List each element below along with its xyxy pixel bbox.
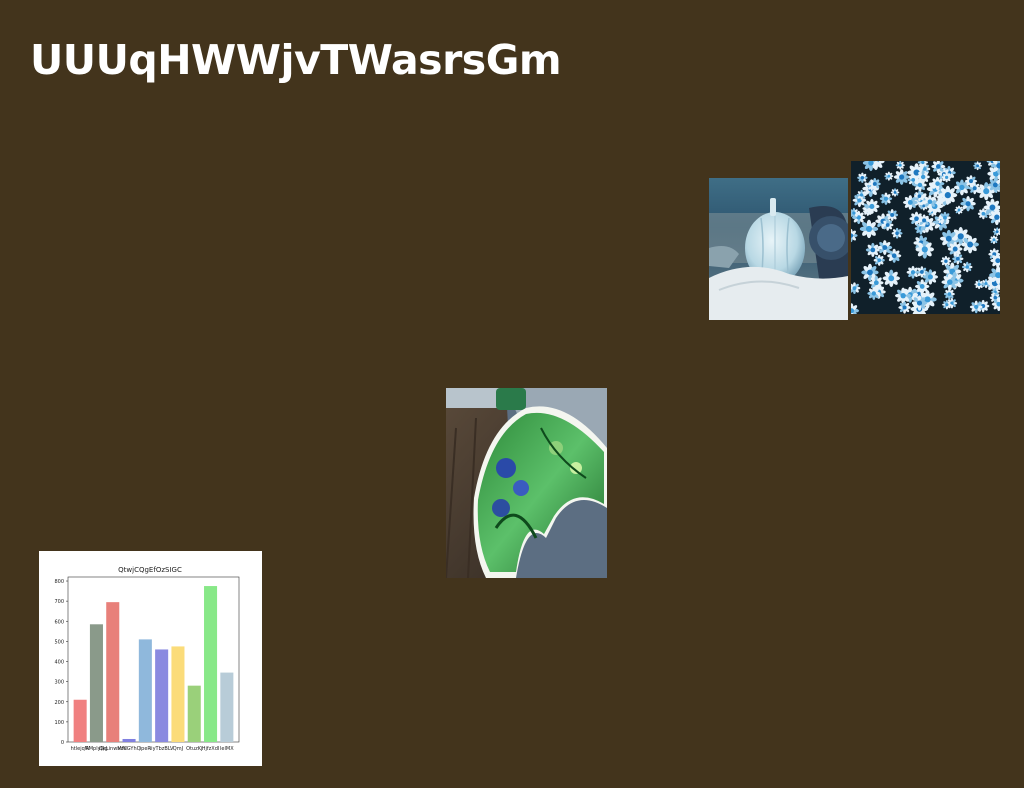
y-tick-label: 100	[54, 720, 64, 726]
chart-bar	[155, 649, 169, 742]
y-tick-label: 0	[61, 740, 64, 746]
chart-bar	[220, 672, 234, 742]
daisies-photo	[851, 161, 1000, 314]
chart-bar	[187, 685, 201, 742]
chart-title: QtwjCQgEfOzSIGC	[118, 566, 182, 574]
chart-bar	[171, 646, 185, 742]
chart-bar	[138, 639, 152, 742]
book-photo	[446, 388, 607, 578]
y-tick-label: 800	[54, 579, 64, 585]
chart-bar	[122, 738, 136, 742]
chart-bar	[106, 602, 120, 742]
y-tick-label: 200	[54, 700, 64, 706]
y-tick-label: 300	[54, 680, 64, 686]
x-tick-label: ipeR	[140, 746, 152, 752]
x-tick-label: vzUGYhQ	[118, 746, 141, 752]
x-tick-label: htlejqW	[71, 746, 90, 752]
chart-bar	[89, 624, 103, 742]
chart-bar	[204, 586, 218, 742]
pumpkin-photo	[709, 178, 848, 320]
y-tick-label: 400	[54, 660, 64, 666]
bar-chart: QtwjCQgEfOzSIGC 0 100 200 300 400 500 600 700 80…	[39, 551, 262, 766]
y-tick-label: 700	[54, 599, 64, 605]
x-tick-label: OtuzKj	[186, 746, 202, 752]
y-tick-label: 600	[54, 619, 64, 625]
page-title: UUUqHWWjvTWasrsGm	[30, 36, 562, 84]
chart-frame	[67, 576, 240, 743]
x-tick-label: RMplyQg	[85, 746, 107, 752]
y-tick-label: 500	[54, 639, 64, 645]
x-tick-label: HjfzXdI	[202, 746, 220, 752]
x-tick-label: QeLinwMfK	[99, 746, 128, 752]
chart-bar	[73, 699, 87, 742]
x-tick-label: iiyTbzBLV	[150, 746, 174, 752]
x-tick-label: lelMX	[220, 746, 234, 752]
x-tick-label: QmJ	[173, 746, 183, 752]
